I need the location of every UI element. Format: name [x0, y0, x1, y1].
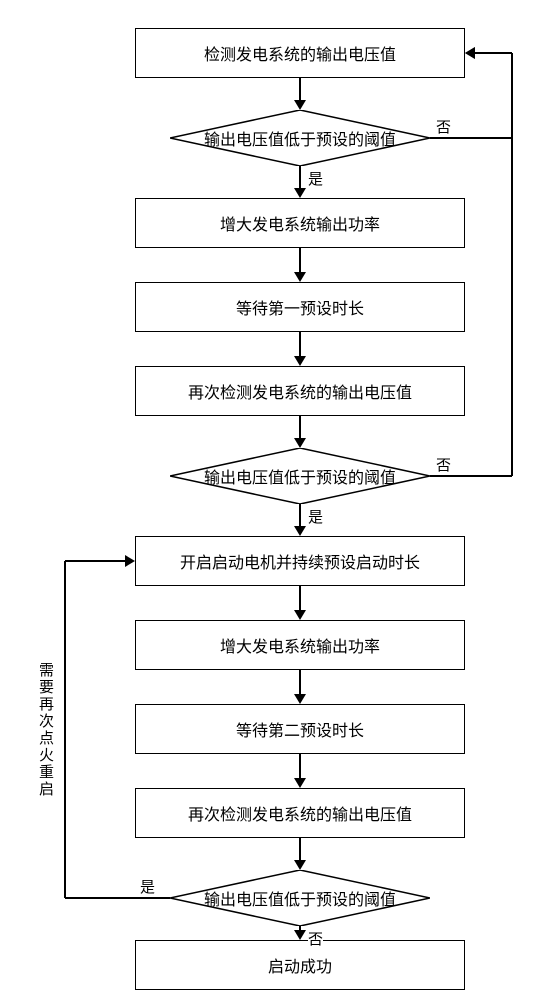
connector — [299, 838, 301, 860]
process-label: 检测发电系统的输出电压值 — [204, 41, 396, 65]
connector — [299, 416, 301, 438]
connector — [299, 78, 301, 100]
connector — [299, 504, 301, 526]
process-n12: 启动成功 — [135, 940, 465, 990]
process-label: 再次检测发电系统的输出电压值 — [188, 801, 412, 825]
connector — [299, 248, 301, 272]
process-n8: 增大发电系统输出功率 — [135, 620, 465, 670]
decision-n11: 输出电压值低于预设的阈值 — [170, 870, 430, 926]
process-n4: 等待第一预设时长 — [135, 282, 465, 332]
arrowhead-down — [294, 860, 306, 870]
process-n5: 再次检测发电系统的输出电压值 — [135, 366, 465, 416]
arrowhead-down — [294, 694, 306, 704]
edge-label: 否 — [436, 454, 451, 475]
connector — [299, 670, 301, 694]
connector — [299, 166, 301, 188]
arrowhead-down — [294, 778, 306, 788]
flowchart-canvas: 检测发电系统的输出电压值输出电压值低于预设的阈值增大发电系统输出功率等待第一预设… — [0, 0, 539, 1000]
edge-label: 否 — [436, 116, 451, 137]
process-n7: 开启启动电机并持续预设启动时长 — [135, 536, 465, 586]
arrowhead-down — [294, 438, 306, 448]
process-n9: 等待第二预设时长 — [135, 704, 465, 754]
loop-vlabel: 需要再次点火重启 — [35, 581, 56, 878]
process-label: 再次检测发电系统的输出电压值 — [188, 379, 412, 403]
process-label: 启动成功 — [268, 953, 332, 977]
connector — [299, 754, 301, 778]
decision-n6: 输出电压值低于预设的阈值 — [170, 448, 430, 504]
process-label: 增大发电系统输出功率 — [220, 211, 380, 235]
arrowhead-down — [294, 100, 306, 110]
arrowhead-down — [294, 356, 306, 366]
edge-label: 是 — [140, 876, 155, 897]
arrowhead-down — [294, 188, 306, 198]
process-n1: 检测发电系统的输出电压值 — [135, 28, 465, 78]
arrowhead-left — [465, 47, 475, 59]
arrowhead-down — [294, 610, 306, 620]
arrowhead-right — [125, 555, 135, 567]
process-label: 开启启动电机并持续预设启动时长 — [180, 549, 420, 573]
edge-label: 是 — [308, 168, 323, 189]
arrowhead-down — [294, 526, 306, 536]
process-n10: 再次检测发电系统的输出电压值 — [135, 788, 465, 838]
process-label: 增大发电系统输出功率 — [220, 633, 380, 657]
edge-label: 是 — [308, 506, 323, 527]
arrowhead-down — [294, 272, 306, 282]
process-label: 等待第二预设时长 — [236, 717, 364, 741]
connector — [299, 332, 301, 356]
process-n3: 增大发电系统输出功率 — [135, 198, 465, 248]
decision-n2: 输出电压值低于预设的阈值 — [170, 110, 430, 166]
connector — [299, 586, 301, 610]
process-label: 等待第一预设时长 — [236, 295, 364, 319]
edge-label: 否 — [308, 928, 323, 949]
arrowhead-down — [294, 930, 306, 940]
